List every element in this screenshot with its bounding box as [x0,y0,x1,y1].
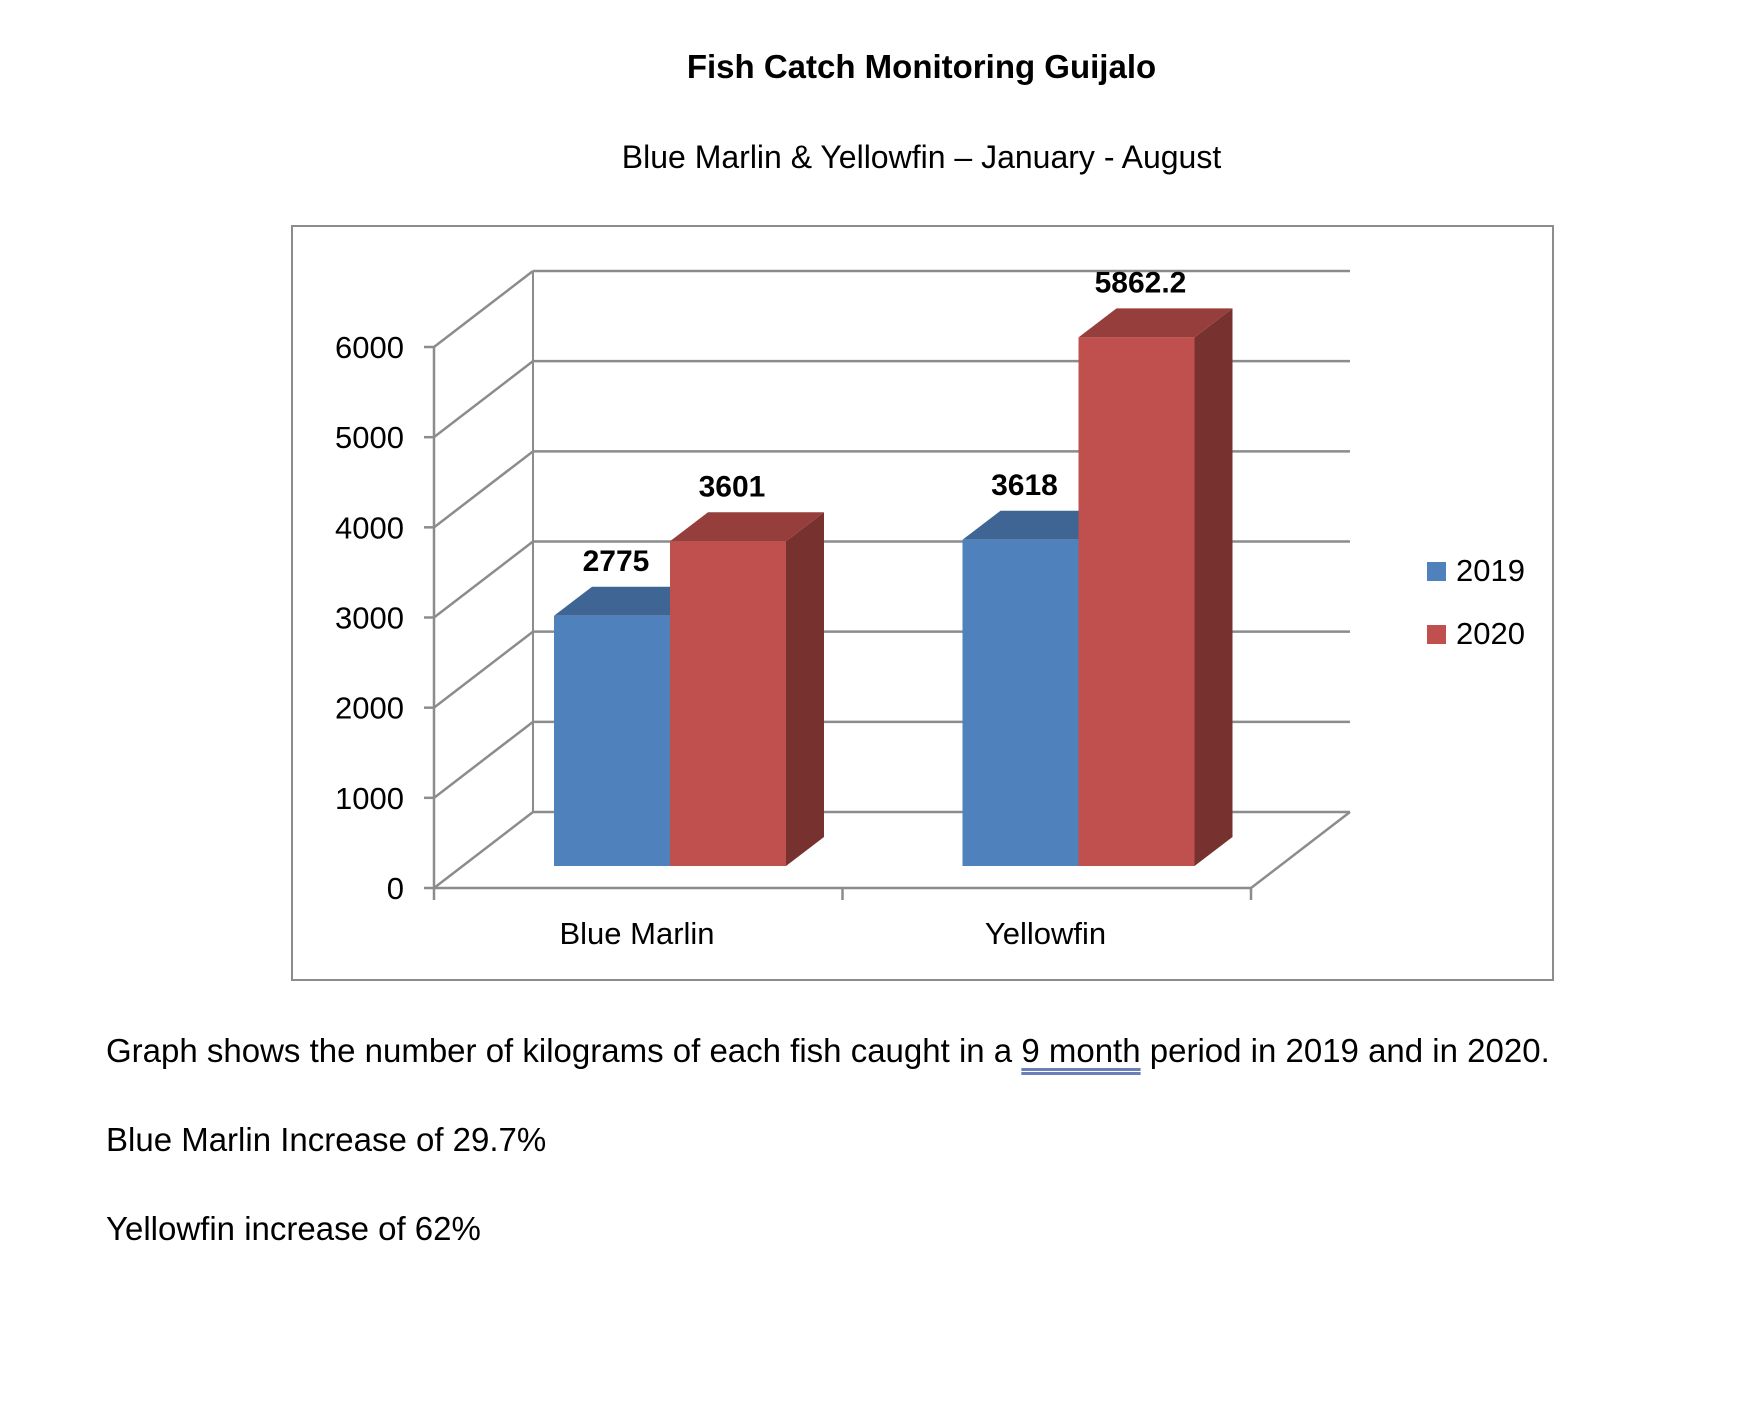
category-label: Yellowfin [985,916,1106,951]
data-label: 3601 [699,470,766,503]
side-gridline [433,630,534,709]
y-tick-label: 2000 [335,691,404,726]
chart-labels: 0 1000 2000 3000 4000 5000 6000 Blue Marlin 2775… [335,266,1186,951]
legend-label: 2019 [1456,553,1525,588]
y-tick-label: 4000 [335,510,404,545]
y-tick-label: 6000 [335,330,404,365]
data-label: 3618 [991,469,1058,502]
y-tick-label: 0 [387,871,404,906]
caption-paragraph: Graph shows the number of kilograms of e… [106,1032,1550,1070]
caption-text-start: Graph shows the number of kilograms of e… [106,1032,1022,1069]
side-gridline [433,450,534,529]
side-gridline [433,360,534,439]
category-label: Blue Marlin [559,916,714,951]
chart-frame [291,225,1554,981]
bar-top-face [962,510,1117,540]
blue-marlin-note: Blue Marlin Increase of 29.7% [106,1121,547,1158]
bar-front-face [962,539,1079,866]
bar-front-face [554,615,670,866]
side-gridline [433,540,534,619]
bar-front-face [670,541,786,866]
data-label: 5862.2 [1095,266,1187,299]
chart-bars [554,308,1233,867]
bar-top-face [554,586,708,616]
data-label: 2775 [583,545,650,578]
floor-right-edge [1250,811,1351,889]
y-tick-label: 3000 [335,601,404,636]
side-gridline [433,270,534,348]
caption-underlined-text: 9 month [1021,1032,1141,1069]
bar-side-face [786,512,824,866]
document-subtitle: Blue Marlin & Yellowfin – January - Augu… [621,139,1222,175]
bar-side-face [1194,308,1233,867]
caption-text-end: period in 2019 and in 2020. [1140,1032,1550,1069]
document-title: Fish Catch Monitoring Guijalo [686,48,1157,85]
bar-top-face [1078,308,1233,338]
chart-legend: 2019 2020 [1427,553,1525,651]
legend-swatch [1427,625,1446,644]
side-gridline [433,720,534,799]
y-tick-label: 1000 [335,781,404,816]
side-gridline [433,811,534,889]
y-tick-label: 5000 [335,420,404,455]
legend-label: 2020 [1456,616,1525,651]
bar-top-face [670,512,824,542]
yellowfin-note: Yellowfin increase of 62% [106,1210,481,1247]
bar-front-face [1078,337,1195,867]
legend-swatch [1427,562,1446,581]
